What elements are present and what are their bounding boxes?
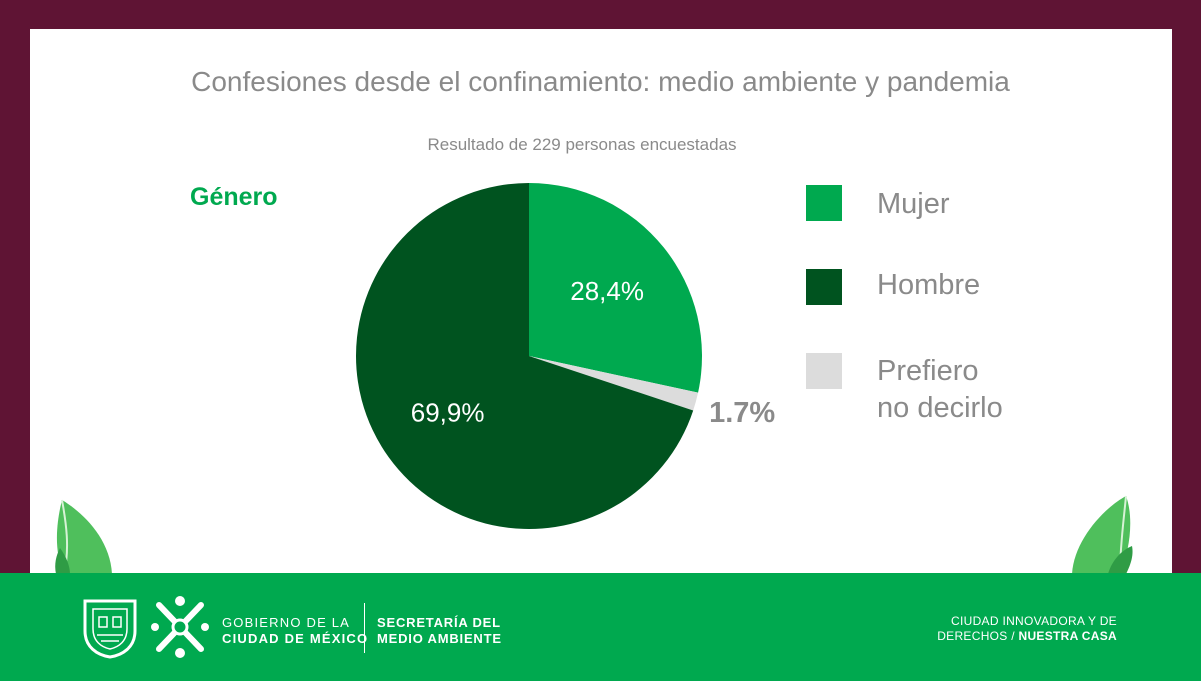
footer-divider (364, 603, 365, 653)
motto-line2: DERECHOS / NUESTRA CASA (937, 629, 1117, 643)
motto-text: CIUDAD INNOVADORA Y DE DERECHOS / NUESTR… (937, 614, 1117, 644)
chart-title: Confesiones desde el confinamiento: medi… (191, 66, 1010, 97)
gov-line2: CIUDAD DE MÉXICO (222, 631, 369, 646)
leaf-right-icon (1072, 495, 1133, 575)
footer: GOBIERNO DE LA CIUDAD DE MÉXICO SECRETAR… (0, 573, 1201, 681)
chart-subtitle: Resultado de 229 personas encuestadas (427, 135, 737, 154)
pie-slice-1 (529, 356, 699, 411)
legend-swatch-prefiero (806, 353, 842, 389)
motto-line1: CIUDAD INNOVADORA Y DE (951, 614, 1117, 628)
secretaria-line1: SECRETARÍA DEL (377, 615, 501, 630)
secretaria-text: SECRETARÍA DEL MEDIO AMBIENTE (377, 615, 502, 647)
legend-label-prefiero: Prefiero no decirlo (877, 355, 1003, 424)
pie-slice-0 (529, 183, 702, 393)
gov-text: GOBIERNO DE LA CIUDAD DE MÉXICO (222, 615, 368, 647)
legend-swatch-mujer (806, 185, 842, 221)
cdmx-shield-icon (83, 599, 137, 659)
section-label: Género (190, 183, 278, 211)
pie-value-label-2: 69,9% (411, 398, 485, 428)
legend-swatch-hombre (806, 269, 842, 305)
legend-label-hombre: Hombre (877, 269, 981, 301)
legend-label-mujer: Mujer (877, 188, 950, 220)
pie-slice-2 (355, 183, 694, 529)
cdmx-logo-icon (151, 596, 209, 658)
gov-line1: GOBIERNO DE LA (222, 615, 351, 630)
pie-value-label-1: 1.7% (709, 397, 775, 429)
pie-value-label-0: 28,4% (570, 276, 644, 306)
secretaria-line2: MEDIO AMBIENTE (377, 631, 502, 646)
leaf-left-icon (55, 499, 112, 575)
